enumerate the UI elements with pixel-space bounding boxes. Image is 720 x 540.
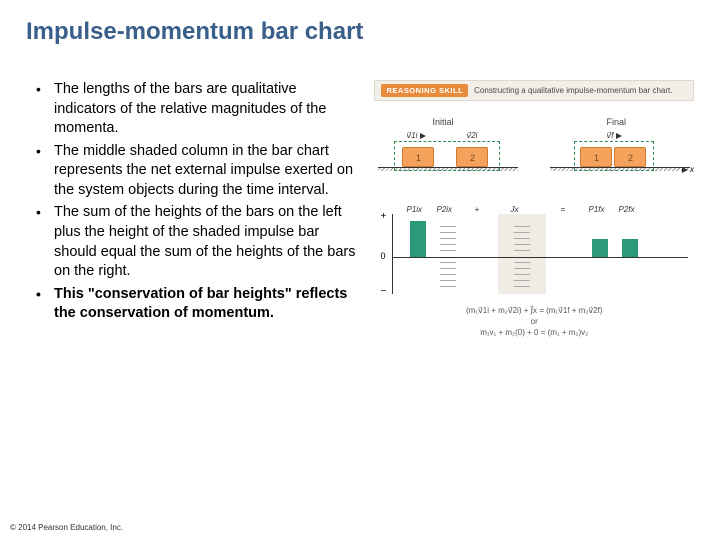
bc-plus: + (380, 211, 386, 222)
bc-ghost-line (514, 286, 530, 287)
final-label: Final (606, 117, 626, 127)
copyright: © 2014 Pearson Education, Inc. (10, 523, 123, 532)
bc-ghost-line (514, 262, 530, 263)
v2i-label: v⃗2i (466, 131, 477, 140)
bc-ghost-line (514, 226, 530, 227)
bc-zero-line (392, 257, 688, 258)
initial-label: Initial (432, 117, 453, 127)
slide: Impulse-momentum bar chart The lengths o… (0, 0, 720, 540)
bc-zero-label: 0 (380, 251, 385, 261)
bc-label: = (560, 205, 565, 214)
bullet-item: The middle shaded column in the bar char… (26, 142, 360, 201)
bc-bar (592, 239, 608, 257)
v1i-label: v⃗1i (406, 131, 425, 140)
bc-ghost-line (440, 250, 456, 251)
cart-1-initial: 1 (402, 147, 434, 167)
arrow-icon (420, 133, 426, 139)
bc-label: P2ix (436, 205, 452, 214)
bc-ghost-line (440, 280, 456, 281)
carts-diagram: Initial Final v⃗1i v⃗2i v⃗f 1 2 1 2 x (374, 111, 694, 201)
bullet-item: The lengths of the bars are qualitative … (26, 80, 360, 139)
impulse-momentum-barchart: + 0 − P1ixP2ix+Jx=P1fxP2fx (374, 209, 694, 299)
cart-1-final: 1 (580, 147, 612, 167)
bc-minus: − (380, 286, 386, 297)
bullet-item: This "conservation of bar heights" refle… (26, 285, 360, 324)
bc-ghost-line (514, 268, 530, 269)
bc-ghost-line (440, 274, 456, 275)
bc-ghost-line (440, 268, 456, 269)
bc-ghost-line (514, 250, 530, 251)
bc-ghost-line (440, 226, 456, 227)
reasoning-text: Constructing a qualitative impulse-momen… (474, 86, 672, 95)
bc-ghost-line (514, 238, 530, 239)
bullet-item: The sum of the heights of the bars on th… (26, 203, 360, 281)
bc-y-axis (392, 214, 393, 294)
arrow-icon (616, 133, 622, 139)
bc-ghost-line (440, 262, 456, 263)
equation-block: (m₁v⃗1i + m₂v⃗2i) + J⃗x = (m₁v⃗1f + m₂v⃗… (374, 305, 694, 339)
vf-label: v⃗f (606, 131, 621, 140)
bc-ghost-line (440, 232, 456, 233)
bc-ghost-line (514, 232, 530, 233)
bc-label: + (474, 205, 479, 214)
bc-ghost-line (440, 286, 456, 287)
reasoning-pill: REASONING SKILL (381, 84, 468, 97)
reasoning-skill-bar: REASONING SKILL Constructing a qualitati… (374, 80, 694, 101)
cart-2-initial: 2 (456, 147, 488, 167)
x-axis-label: x (682, 165, 694, 174)
equation-line1: (m₁v⃗1i + m₂v⃗2i) + J⃗x = (m₁v⃗1f + m₂v⃗… (374, 305, 694, 316)
figure-panel: REASONING SKILL Constructing a qualitati… (374, 80, 694, 339)
bc-bar (410, 221, 426, 257)
cart-2-final: 2 (614, 147, 646, 167)
bc-bar (622, 239, 638, 257)
bullet-list: The lengths of the bars are qualitative … (26, 80, 360, 339)
bc-label: Jx (510, 205, 518, 214)
bc-ghost-line (514, 274, 530, 275)
equation-line2: m₁v₁ + m₂(0) + 0 = (m₁ + m₂)v₂ (374, 327, 694, 338)
bc-label: P2fx (618, 205, 634, 214)
content-row: The lengths of the bars are qualitative … (26, 80, 694, 339)
bc-ghost-line (514, 280, 530, 281)
bc-ghost-line (440, 238, 456, 239)
bc-ghost-line (440, 244, 456, 245)
slide-title: Impulse-momentum bar chart (26, 18, 694, 46)
equation-or: or (374, 316, 694, 327)
bc-label: P1ix (406, 205, 422, 214)
bc-label: P1fx (588, 205, 604, 214)
bc-ghost-line (514, 244, 530, 245)
